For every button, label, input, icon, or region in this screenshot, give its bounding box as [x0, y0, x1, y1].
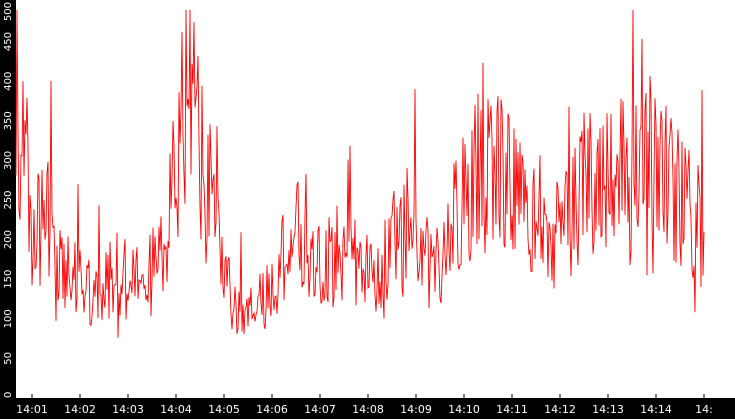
x-tick-label: 14:01: [16, 403, 48, 415]
x-tick-label: 14:09: [400, 403, 432, 415]
y-tick-label: 400: [3, 72, 14, 91]
series-line-0: [15, 9, 705, 338]
y-tick-label: 100: [3, 309, 14, 328]
x-tick-label: 14:05: [208, 403, 240, 415]
x-tick-label: 14:13: [592, 403, 624, 415]
x-tick-label: 14:07: [304, 403, 336, 415]
y-tick-label: 350: [3, 111, 14, 130]
x-tick-label: 14:08: [352, 403, 384, 415]
x-tick-label: 14:14: [640, 403, 672, 415]
y-tick-label: 200: [3, 230, 14, 249]
x-tick-label: 14:12: [544, 403, 576, 415]
x-tick-label: 14:11: [496, 403, 528, 415]
y-tick-label: 300: [3, 151, 14, 170]
y-tick-label: 250: [3, 190, 14, 209]
y-tick-label: 0: [3, 392, 14, 398]
x-tick-label: 14:02: [64, 403, 96, 415]
x-axis: 14:01 14:02 14:03 14:04 14:05 14:06 14:07 14:08…: [16, 394, 713, 416]
y-tick-label: 50: [3, 352, 14, 365]
series-layer: [15, 9, 705, 338]
y-tick-label: 450: [3, 32, 14, 51]
y-axis: 0 50 100 150 200 250 300 350 400 450 500: [3, 2, 14, 398]
x-tick-label: 14:04: [160, 403, 192, 415]
x-tick-label: 14:03: [112, 403, 144, 415]
x-tick-label: 14:10: [448, 403, 480, 415]
x-tick-label: 14:06: [256, 403, 288, 415]
x-tick-label: 14:: [695, 403, 713, 415]
y-tick-label: 150: [3, 270, 14, 289]
plot-area: [16, 0, 735, 398]
y-tick-label: 500: [3, 2, 14, 21]
